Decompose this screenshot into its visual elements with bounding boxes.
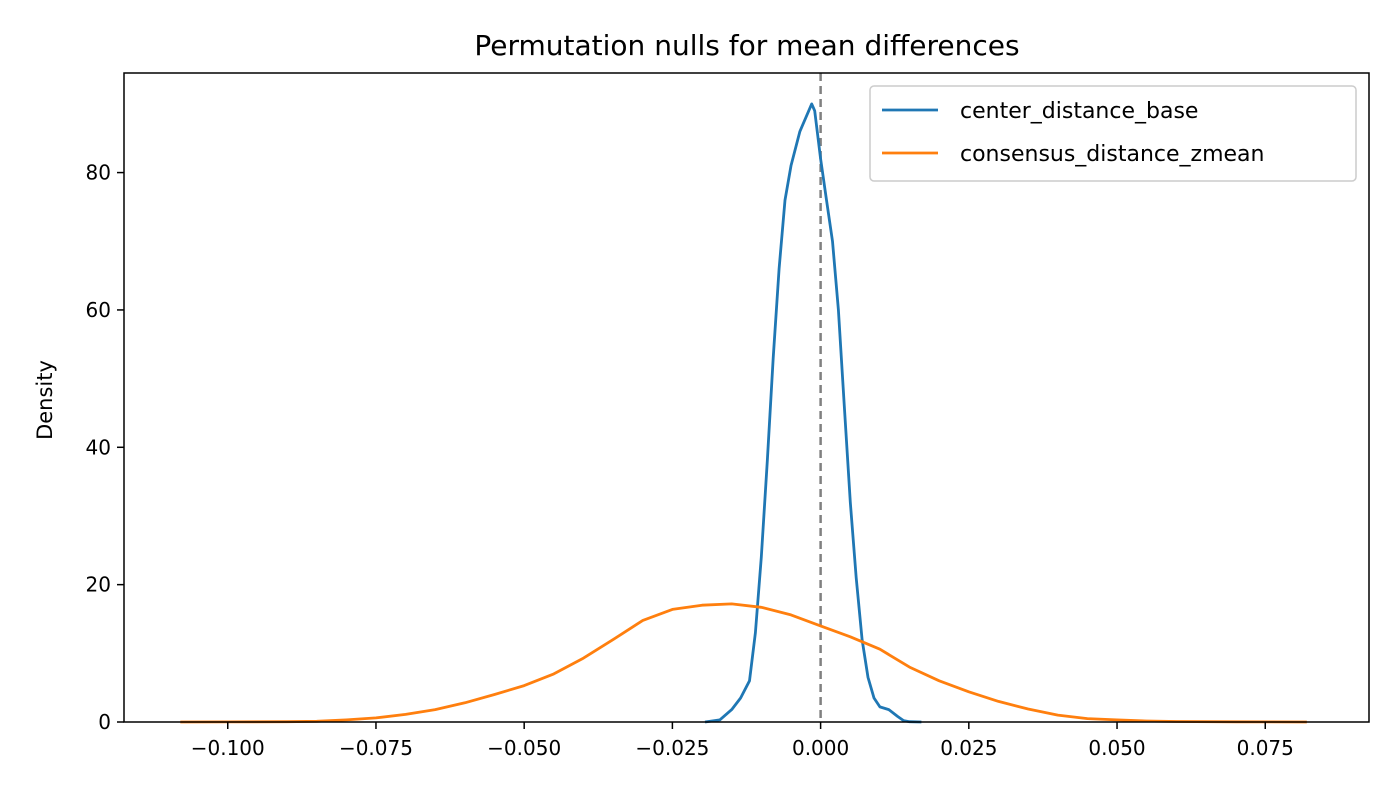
x-tick-label: −0.075 [339,736,413,760]
series-line-center_distance_base [704,102,922,724]
legend-box [869,85,1357,182]
x-tick-label: 0.000 [792,736,849,760]
x-tick-label: 0.050 [1088,736,1145,760]
y-tick-label: 0 [98,710,111,734]
y-tick-label: 20 [86,573,111,597]
x-axis: −0.100 −0.075 −0.050 −0.025 0.000 0.025 0.050 0… [191,722,1294,760]
plot-area [180,73,1307,724]
x-tick-label: −0.100 [191,736,265,760]
y-axis-label: Density [33,360,57,440]
x-tick-label: 0.075 [1237,736,1294,760]
series-line-consensus_distance_zmean [180,602,1307,724]
plot-frame [123,72,1370,723]
x-tick-label: −0.025 [635,736,709,760]
x-tick-label: −0.050 [487,736,561,760]
y-tick-label: 80 [86,161,111,185]
y-tick-label: 40 [86,435,111,459]
y-tick-label: 60 [86,298,111,322]
x-tick-label: 0.025 [940,736,997,760]
legend-label: consensus_distance_zmean [960,142,1264,167]
legend-label: center_distance_base [960,99,1198,124]
y-axis: 0 20 40 60 80 [86,161,124,734]
chart-title: Permutation nulls for mean differences [474,29,1019,62]
legend: center_distance_base consensus_distance_z… [869,85,1357,182]
